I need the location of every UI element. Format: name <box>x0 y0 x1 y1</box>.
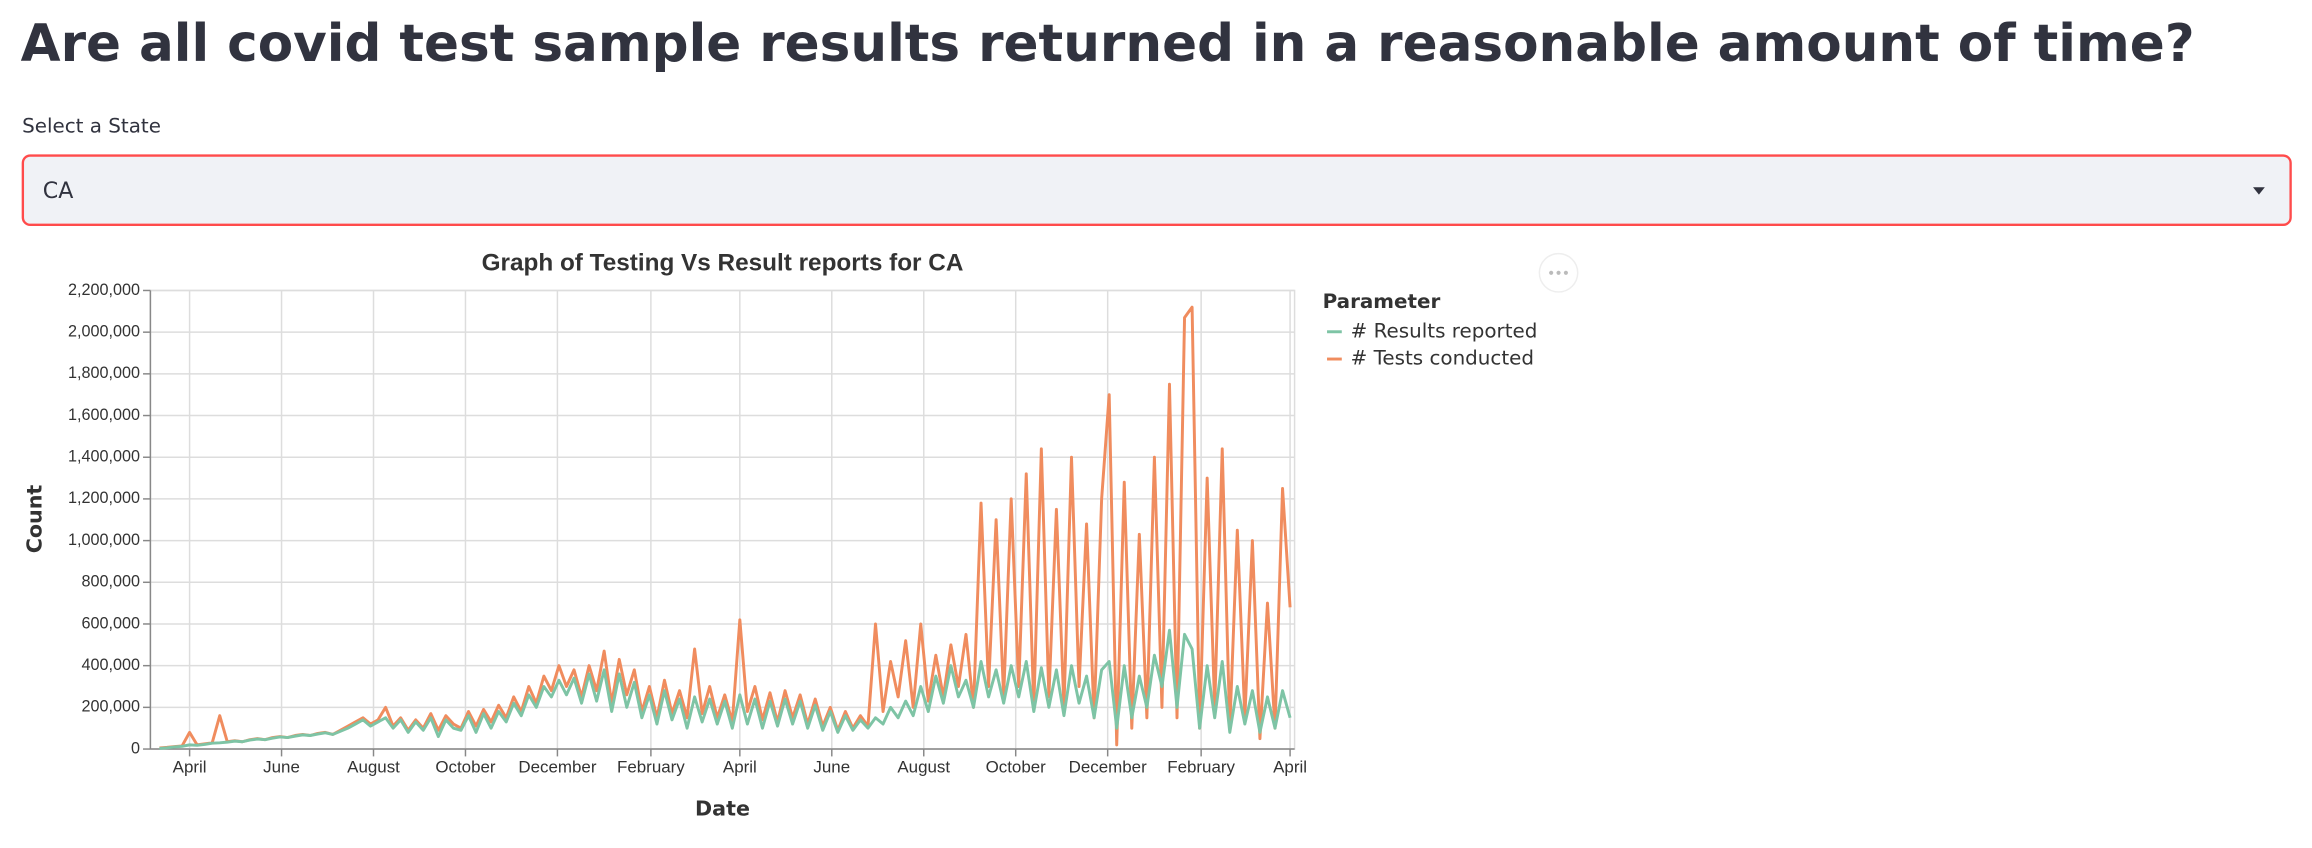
select-label: Select a State <box>22 114 161 137</box>
y-tick-label: 1,800,000 <box>68 364 140 382</box>
menu-dot <box>1556 270 1561 275</box>
x-tick-label: June <box>813 758 850 777</box>
menu-dot <box>1549 270 1554 275</box>
series-line <box>159 305 1292 750</box>
y-tick-label: 1,000,000 <box>68 531 140 549</box>
x-tick-label: August <box>347 758 400 777</box>
x-tick-label: February <box>617 758 685 777</box>
y-tick-label: 1,400,000 <box>68 448 140 466</box>
chart-menu[interactable] <box>1538 252 1579 293</box>
x-tick-label: October <box>986 758 1047 777</box>
page-title: Are all covid test sample results return… <box>21 14 2195 74</box>
legend-title: Parameter <box>1323 290 1441 313</box>
y-tick-label: 2,000,000 <box>68 322 140 340</box>
y-tick-label: 400,000 <box>81 656 140 674</box>
x-tick-label: April <box>723 758 757 777</box>
y-tick-label: 200,000 <box>81 698 140 716</box>
y-tick-label: 2,200,000 <box>68 281 140 299</box>
x-tick-label: December <box>518 758 596 777</box>
state-select[interactable]: CA <box>21 154 2292 227</box>
y-tick-label: 1,200,000 <box>68 489 140 507</box>
y-tick-label: 1,600,000 <box>68 406 140 424</box>
select-box[interactable] <box>21 154 2292 227</box>
x-axis-title: Date <box>695 796 750 820</box>
dropdown-arrow[interactable] <box>2253 187 2265 195</box>
x-tick-label: October <box>435 758 496 777</box>
y-tick-label: 800,000 <box>81 573 140 591</box>
x-tick-label: December <box>1069 758 1147 777</box>
menu-dot <box>1563 270 1568 275</box>
select-value[interactable]: CA <box>43 178 74 204</box>
legend-label: # Tests conducted <box>1351 347 1534 370</box>
plot: 0 200,000 400,000 600,000 800,000 1,000,000 1,… <box>68 281 1537 777</box>
y-axis-title: Count <box>22 485 46 554</box>
series-line <box>159 628 1292 750</box>
x-tick-label: August <box>897 758 950 777</box>
x-tick-label: February <box>1167 758 1235 777</box>
chart-title: Graph of Testing Vs Result reports for C… <box>482 249 964 276</box>
y-tick-label: 600,000 <box>81 614 140 632</box>
plot-background <box>149 289 1296 750</box>
legend-label: # Results reported <box>1351 319 1538 342</box>
x-tick-label: April <box>173 758 207 777</box>
y-tick-label: 0 <box>131 739 140 757</box>
x-tick-label: June <box>263 758 300 777</box>
x-tick-label: April <box>1273 758 1307 777</box>
